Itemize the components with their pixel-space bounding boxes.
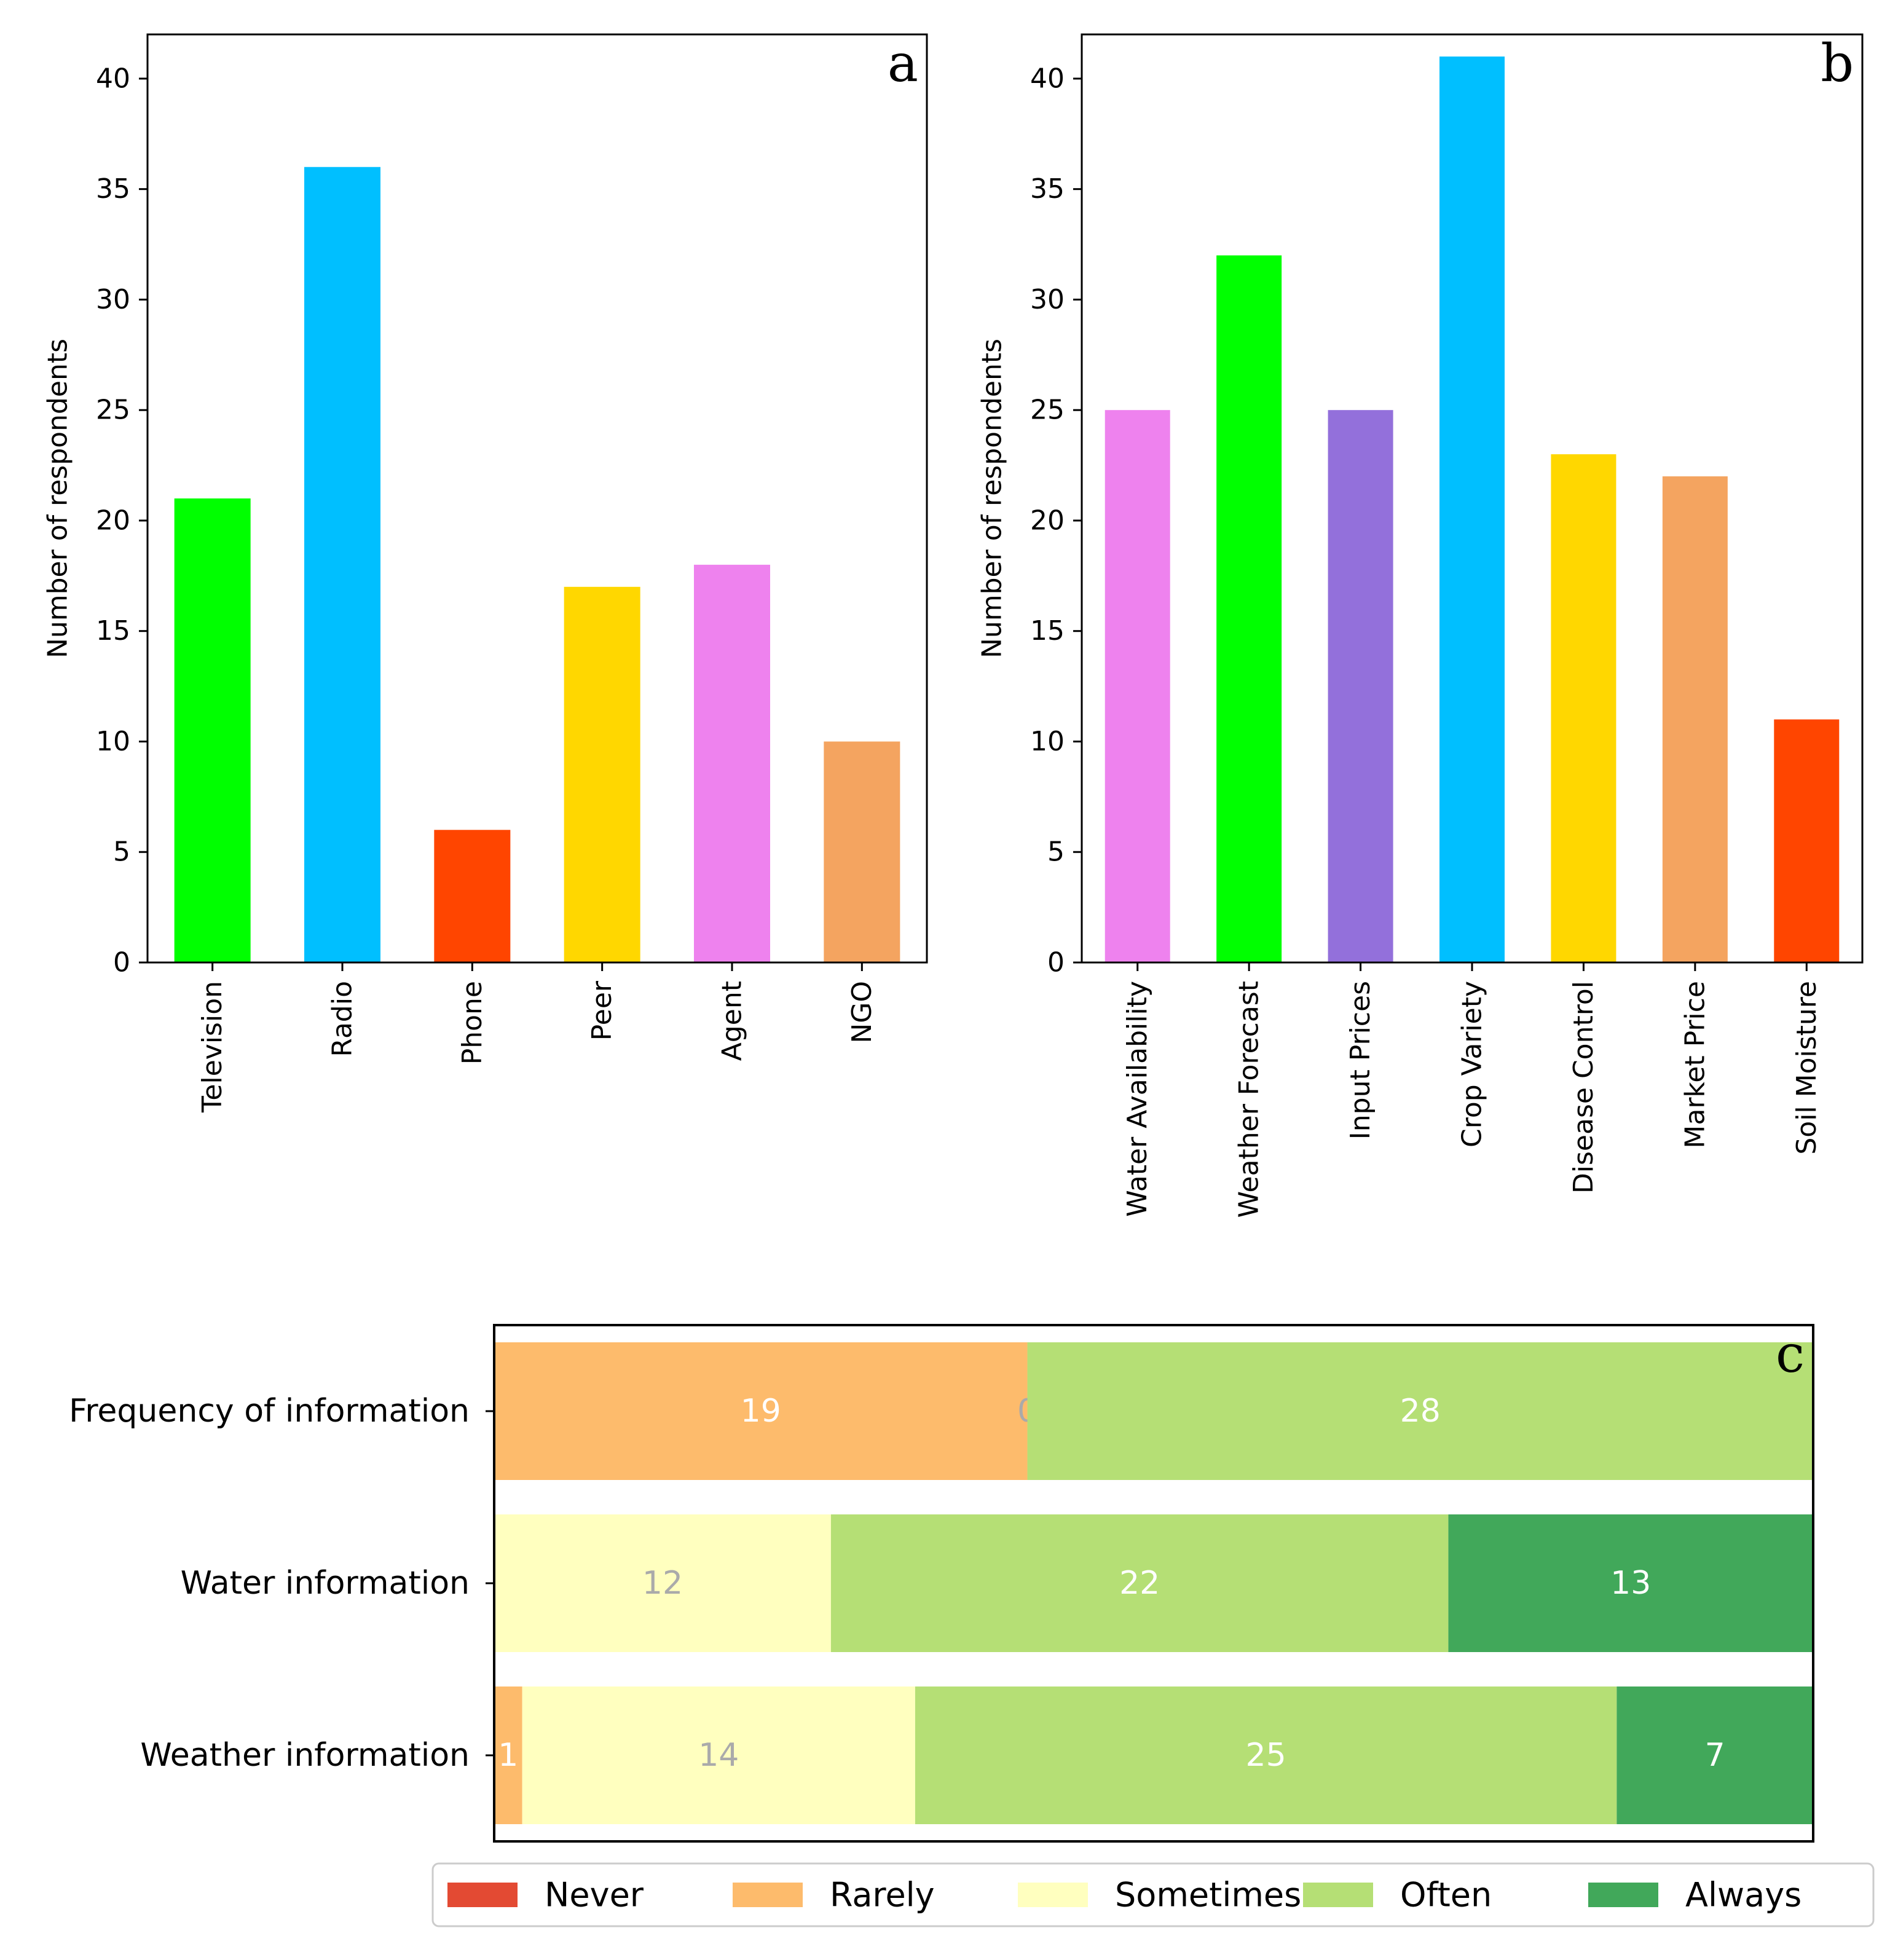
data-label-water-information-often: 22: [1119, 1565, 1160, 1602]
x-tick-label-ngo: NGO: [846, 981, 878, 1044]
legend-swatch-often: [1303, 1883, 1373, 1907]
plot-frame: [493, 1324, 1814, 1843]
segment-weather-information-rarely: [494, 1686, 522, 1824]
y-axis-label: Number of respondents: [977, 339, 1008, 658]
x-tick-label-water-availability: Water Availability: [1122, 981, 1153, 1217]
y-tick-label: 15: [96, 615, 130, 647]
y-tick-label: 35: [96, 173, 130, 205]
segment-water-information-always: [1448, 1514, 1813, 1652]
data-label-weather-information-sometimes: 14: [698, 1737, 739, 1774]
x-tick-label-market-price: Market Price: [1679, 981, 1711, 1149]
plot-frame: [146, 33, 928, 964]
y-tick-label: 35: [1030, 173, 1065, 205]
x-tick-label-input-prices: Input Prices: [1345, 981, 1376, 1139]
x-tick-label-phone: Phone: [457, 981, 488, 1065]
y-tick-label-frequency-of-information: Frequency of information: [69, 1393, 470, 1430]
legend-swatch-sometimes: [1018, 1883, 1088, 1907]
legend: Never Rarely Sometimes Often Always: [431, 1862, 1875, 1927]
y-tick-label: 40: [96, 63, 130, 94]
bar-agent: [694, 564, 770, 962]
x-tick-label-radio: Radio: [327, 981, 358, 1057]
x-tick-label-agent: Agent: [717, 981, 748, 1061]
legend-swatch-never: [447, 1883, 518, 1907]
segment-frequency-of-information-rarely: [494, 1342, 1028, 1480]
x-tick-label-disease-control: Disease Control: [1568, 981, 1599, 1194]
y-tick-label-weather-information: Weather information: [140, 1737, 470, 1774]
panel-label: b: [1821, 33, 1854, 93]
bar-television: [174, 498, 251, 962]
data-label-weather-information-rarely: 1: [498, 1737, 518, 1774]
x-tick-label-crop-variety: Crop Variety: [1457, 981, 1488, 1147]
data-label-frequency-of-information-often: 28: [1400, 1393, 1441, 1430]
segment-water-information-sometimes: [494, 1514, 831, 1652]
x-tick-label-weather-forecast: Weather Forecast: [1234, 981, 1265, 1218]
panel-label: c: [1776, 1324, 1805, 1384]
y-tick-label: 30: [96, 284, 130, 315]
segment-weather-information-often: [915, 1686, 1617, 1824]
bar-input-prices: [1328, 410, 1393, 962]
bar-radio: [304, 167, 380, 962]
y-tick-label: 25: [1030, 395, 1065, 426]
y-tick-label: 30: [1030, 284, 1065, 315]
legend-label-rarely: Rarely: [830, 1876, 935, 1915]
bar-peer: [564, 586, 640, 962]
y-tick-label: 5: [1047, 836, 1065, 868]
y-axis-label: Number of respondents: [42, 339, 74, 658]
legend-label-often: Often: [1400, 1876, 1492, 1915]
y-tick-label: 15: [1030, 615, 1065, 647]
data-label-frequency-of-information-rarely: 19: [741, 1393, 781, 1430]
bar-disease-control: [1551, 454, 1616, 962]
legend-label-always: Always: [1685, 1876, 1802, 1915]
segment-water-information-often: [830, 1514, 1449, 1652]
segment-weather-information-always: [1616, 1686, 1813, 1824]
y-tick-label: 10: [1030, 726, 1065, 757]
x-tick-label-soil-moisture: Soil Moisture: [1791, 981, 1822, 1155]
y-tick-label: 20: [1030, 505, 1065, 536]
data-label-weather-information-often: 25: [1246, 1737, 1286, 1774]
x-tick-label-peer: Peer: [586, 980, 618, 1041]
data-label-water-information-sometimes: 12: [642, 1565, 683, 1602]
legend-label-never: Never: [545, 1876, 644, 1915]
y-tick-label: 5: [113, 836, 130, 868]
legend-swatch-rarely: [733, 1883, 803, 1907]
y-tick-label-water-information: Water information: [181, 1565, 470, 1602]
y-tick-label: 10: [96, 726, 130, 757]
chart-panel-c: 19028Frequency of information122213Water…: [69, 1324, 1814, 1843]
bar-crop-variety: [1439, 56, 1505, 962]
legend-label-sometimes: Sometimes: [1115, 1876, 1301, 1915]
y-tick-label: 20: [96, 505, 130, 536]
chart-panel-b: Water Availability Weather Forecast Input …: [977, 33, 1864, 1218]
x-tick-label-television: Television: [197, 981, 228, 1113]
chart-panel-a: Television Radio Phone Peer Agent NGO 0 5 10 15 20…: [42, 33, 928, 1113]
bar-market-price: [1662, 476, 1728, 962]
data-label-water-information-always: 13: [1610, 1565, 1651, 1602]
y-tick-label: 25: [96, 395, 130, 426]
bar-soil-moisture: [1774, 719, 1840, 962]
legend-swatch-always: [1588, 1883, 1658, 1907]
bar-ngo: [824, 741, 900, 962]
segment-weather-information-sometimes: [522, 1686, 915, 1824]
y-tick-label: 0: [1047, 947, 1065, 978]
bar-water-availability: [1105, 410, 1170, 962]
bar-weather-forecast: [1216, 255, 1282, 962]
y-tick-label: 0: [113, 947, 130, 978]
bar-phone: [434, 830, 511, 962]
plot-frame: [1081, 33, 1864, 964]
data-label-weather-information-always: 7: [1705, 1737, 1725, 1774]
legend-box: [431, 1862, 1875, 1927]
segment-frequency-of-information-often: [1027, 1342, 1813, 1480]
y-tick-label: 40: [1030, 63, 1065, 94]
panel-label: a: [888, 33, 918, 93]
